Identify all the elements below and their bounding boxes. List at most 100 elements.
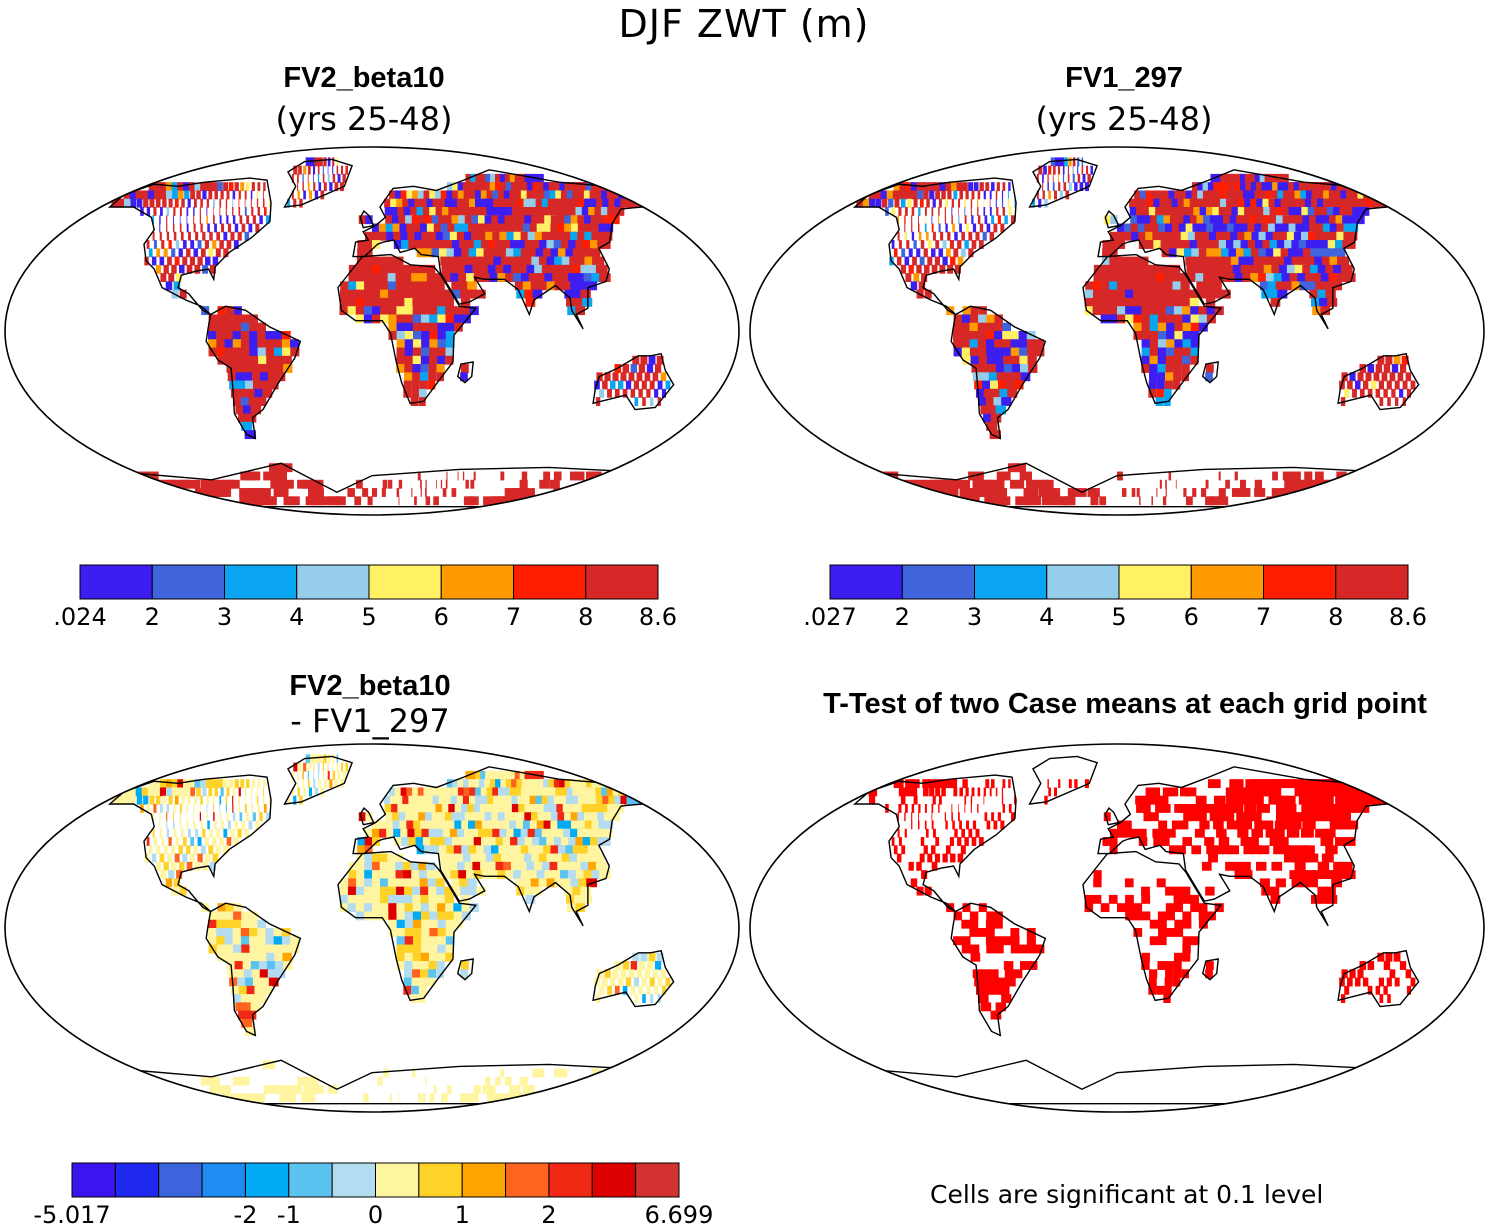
grid-cell — [996, 207, 999, 216]
grid-cell — [382, 479, 388, 489]
grid-cell — [1223, 256, 1234, 266]
grid-cell — [174, 853, 180, 863]
grid-cell — [183, 779, 191, 789]
grid-cell — [273, 339, 283, 349]
grid-cell — [237, 977, 248, 987]
grid-cell — [461, 306, 471, 316]
grid-cell — [310, 157, 316, 167]
grid-cell — [312, 173, 314, 183]
grid-cell — [1180, 281, 1190, 291]
grid-cell — [266, 812, 270, 822]
grid-cell — [465, 479, 469, 489]
grid-cell — [1186, 804, 1198, 813]
grid-cell — [1077, 173, 1081, 183]
grid-cell — [898, 240, 902, 249]
grid-cell — [961, 322, 970, 332]
grid-cell — [426, 223, 437, 233]
grid-cell — [991, 182, 995, 192]
grid-cell — [1247, 223, 1260, 233]
grid-cell — [273, 488, 289, 497]
grid-cell — [527, 231, 540, 241]
grid-cell — [437, 355, 446, 365]
grid-cell — [1240, 488, 1251, 497]
grid-cell — [418, 861, 428, 871]
grid-cell — [355, 289, 365, 299]
grid-cell — [1093, 878, 1102, 888]
grid-cell — [447, 853, 458, 863]
grid-cell — [130, 198, 137, 208]
grid-cell — [898, 837, 902, 846]
grid-cell — [924, 820, 927, 830]
grid-cell — [1189, 215, 1200, 225]
grid-cell — [1310, 248, 1323, 258]
grid-cell — [232, 928, 242, 937]
grid-cell — [549, 264, 561, 274]
grid-cell — [1352, 388, 1357, 398]
cb3-swatch — [418, 1162, 463, 1198]
grid-cell — [298, 762, 302, 772]
cb1-tick-label: 8.6 — [639, 603, 677, 631]
grid-cell — [993, 397, 1004, 406]
cb2-swatch — [974, 564, 1048, 600]
grid-cell — [396, 928, 406, 937]
grid-cell — [1149, 372, 1158, 382]
grid-cell — [262, 985, 273, 995]
grid-cell — [1195, 198, 1207, 208]
grid-cell — [450, 795, 462, 805]
grid-cell — [938, 248, 944, 258]
grid-cell — [913, 240, 917, 249]
grid-cell — [1305, 240, 1319, 249]
grid-cell — [1180, 207, 1191, 216]
grid-cell — [256, 787, 259, 797]
grid-cell — [175, 240, 180, 249]
grid-cell — [215, 248, 221, 258]
grid-cell — [364, 837, 373, 846]
grid-cell — [939, 779, 947, 789]
grid-cell — [1174, 314, 1184, 324]
grid-cell — [1213, 248, 1224, 258]
grid-cell — [1149, 314, 1159, 324]
grid-cell — [563, 828, 577, 838]
grid-cell — [1189, 289, 1199, 299]
grid-cell — [206, 207, 208, 216]
grid-cell — [143, 795, 149, 805]
grid-cell — [978, 306, 987, 316]
grid-cell — [406, 223, 416, 233]
grid-cell — [243, 1093, 266, 1103]
grid-cell — [1378, 380, 1385, 390]
grid-cell — [495, 264, 506, 274]
grid-cell — [404, 289, 414, 299]
coastline-uk — [1104, 210, 1120, 229]
grid-cell — [599, 985, 605, 995]
grid-cell — [420, 223, 430, 233]
grid-cell — [337, 770, 341, 780]
grid-cell — [372, 264, 381, 274]
grid-cell — [1157, 314, 1167, 324]
coastlines — [852, 755, 1420, 1105]
grid-cell — [194, 182, 202, 192]
grid-cell — [1187, 273, 1197, 282]
grid-cell — [1117, 264, 1126, 274]
grid-cell — [1201, 198, 1213, 208]
grid-cell — [1165, 488, 1167, 497]
grid-cell — [180, 231, 184, 241]
grid-cell — [189, 853, 196, 863]
grid-cell — [1320, 240, 1334, 249]
grid-cell — [1244, 231, 1256, 241]
grid-cell — [917, 223, 920, 233]
cb1-tick-label: 7 — [506, 603, 521, 631]
grid-cell — [1305, 273, 1316, 282]
grid-cell — [1291, 256, 1303, 266]
grid-cell — [307, 770, 309, 780]
grid-cell — [214, 787, 218, 797]
grid-cell — [607, 985, 612, 995]
grid-cell — [1320, 837, 1334, 846]
grid-cell — [565, 248, 578, 258]
grid-cell — [412, 911, 422, 921]
grid-cell — [372, 240, 381, 249]
grid-cell — [1277, 779, 1296, 789]
grid-cell — [1216, 828, 1227, 838]
grid-cell — [402, 861, 412, 871]
grid-cell — [1228, 845, 1240, 855]
grid-cell — [1198, 306, 1208, 316]
